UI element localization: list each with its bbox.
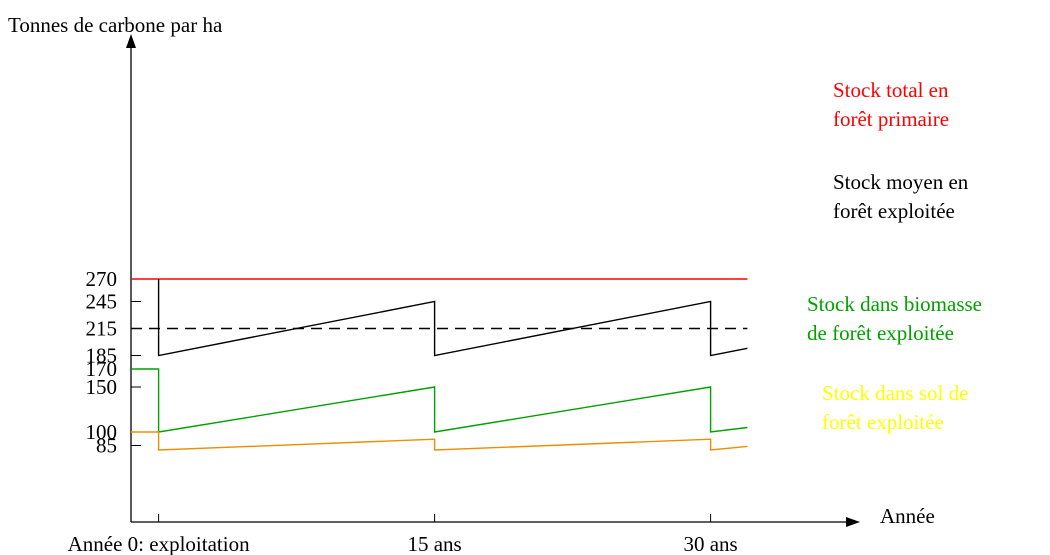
x-tick-label: Année 0: exploitation (68, 532, 250, 555)
series-label-4-line-1: forêt exploitée (822, 410, 944, 434)
series-line-4 (131, 431, 748, 451)
series-label-0-line-0: Stock total en (833, 78, 949, 102)
series-label-3-line-1: de forêt exploitée (807, 321, 954, 345)
y-axis-label: Tonnes de carbone par ha (8, 13, 223, 37)
labels-layer: Stock total en forêt primaire Stock moyen … (807, 78, 982, 434)
series-label-2-line-0: Stock moyen en (833, 170, 969, 194)
y-axis-arrow-icon (126, 34, 136, 48)
series-line-1 (157, 279, 748, 357)
x-axis-label: Année (880, 504, 935, 528)
y-tick-label: 245 (86, 290, 118, 314)
series-line-3 (131, 368, 748, 433)
x-axis-arrow-icon (846, 517, 860, 527)
series-label-4-line-0: Stock dans sol de (822, 381, 968, 405)
x-tick-label: 30 ans (683, 532, 737, 555)
y-tick-label: 85 (96, 434, 117, 458)
y-tick-label: 170 (86, 357, 118, 381)
y-tick-label: 185 (86, 344, 118, 368)
y-tick-label: 100 (86, 420, 118, 444)
series-label-3-line-0: Stock dans biomasse (807, 292, 982, 316)
y-tick-label: 215 (86, 317, 118, 341)
y-tick-label: 270 (86, 267, 118, 291)
x-tick-label: 15 ans (407, 532, 461, 555)
y-tick-label: 150 (86, 375, 118, 399)
series-layer (131, 278, 748, 451)
series-label-2-line-1: forêt exploitée (833, 199, 955, 223)
series-label-0-line-1: forêt primaire (833, 107, 949, 131)
